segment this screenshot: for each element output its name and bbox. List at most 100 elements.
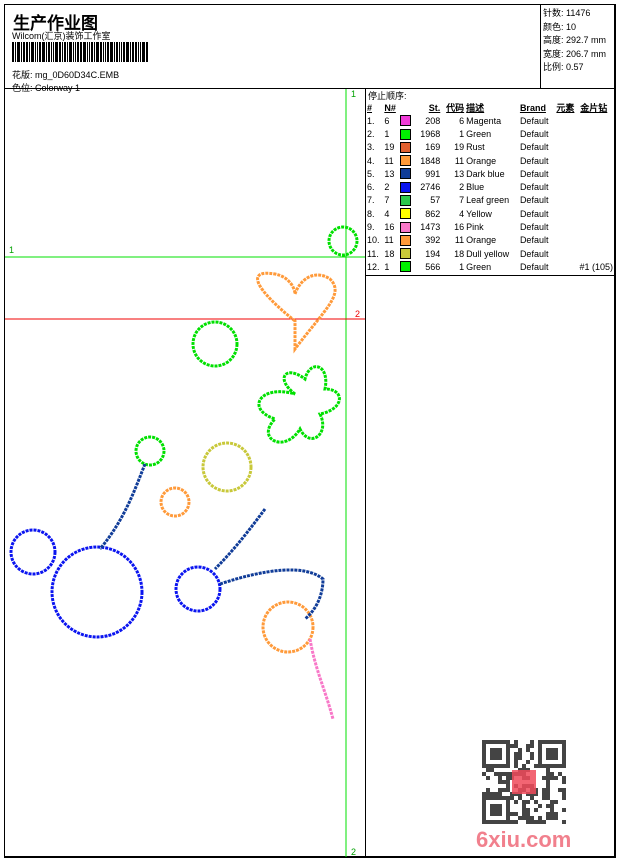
code: 11 [454, 235, 465, 246]
code: 13 [454, 168, 465, 179]
color-swatch [399, 167, 415, 180]
motif-small-circle [327, 225, 359, 257]
stop-sequence-title: 停止顺序: [368, 91, 407, 101]
header: 生产作业图 Wilcom(汇京)装饰工作室 花版: mg_0D60D34C.EM… [4, 4, 541, 93]
element-note [555, 207, 614, 220]
column-header: 金片钻 [580, 103, 608, 113]
brand: Default [519, 195, 549, 206]
stitches: 862 [425, 208, 441, 219]
color-swatch [399, 234, 415, 247]
needle: 1 [384, 128, 390, 139]
code: 19 [454, 142, 465, 153]
info-height: 高度: 292.7 mm [543, 35, 607, 45]
row-index: 6. [367, 182, 375, 193]
info-box: 针数: 11476 颜色: 10 高度: 292.7 mm 宽度: 206.7 … [540, 4, 616, 89]
row-index: 1. [367, 115, 375, 126]
code: 7 [459, 195, 465, 206]
table-row: 12. 1 566 1 Green Default #1 (105) [366, 260, 614, 273]
table-row: 7. 7 57 7 Leaf green Default [366, 194, 614, 207]
column-header [399, 101, 415, 114]
site-logo: 6xiu.com [476, 827, 572, 852]
code: 4 [459, 208, 465, 219]
brand: Default [519, 182, 549, 193]
color-swatch [399, 114, 415, 127]
row-index: 12. [367, 261, 380, 272]
company-name: Wilcom(汇京)装饰工作室 [12, 31, 111, 41]
stitches: 57 [430, 195, 441, 206]
color-swatch [399, 207, 415, 220]
table-row: 11. 18 194 18 Dull yellow Default [366, 247, 614, 260]
table-row: 9. 16 1473 16 Pink Default [366, 220, 614, 233]
element-note: #1 (105) [579, 261, 613, 272]
motif-stem [219, 568, 325, 621]
color-swatch [399, 127, 415, 140]
stitches: 1473 [420, 222, 441, 233]
brand: Default [519, 168, 549, 179]
needle: 16 [384, 222, 395, 233]
stop-sequence-panel: 停止顺序: # N# St. 代码 描述 Brand 元素 金片钻 1. 6 208 6 Magent… [365, 88, 616, 858]
column-header: 代码 [446, 103, 465, 113]
motif-blue-circle [174, 565, 222, 613]
stitches: 169 [425, 142, 441, 153]
element-note [555, 220, 614, 233]
description: Dull yellow [466, 248, 510, 259]
row-index: 10. [367, 235, 380, 246]
row-index: 3. [367, 142, 375, 153]
description: Orange [466, 155, 497, 166]
table-row: 4. 11 1848 11 Orange Default [366, 154, 614, 167]
needle: 6 [384, 115, 390, 126]
code: 16 [454, 222, 465, 233]
description: Blue [466, 182, 485, 193]
design-preview: 1 1 2 2 [4, 88, 366, 858]
element-note [555, 247, 614, 260]
motif-stem-pink [308, 638, 335, 720]
motif-blue-circle [9, 528, 57, 576]
info-colors: 颜色: 10 [543, 21, 577, 32]
element-note [555, 141, 614, 154]
description: Pink [466, 222, 484, 233]
needle: 11 [384, 155, 394, 166]
brand: Default [519, 128, 549, 139]
brand: Default [519, 248, 549, 259]
info-stitches: 针数: 11476 [543, 8, 591, 18]
column-header: 元素 [556, 103, 575, 113]
color-swatch [399, 154, 415, 167]
column-header: 描述 [466, 103, 485, 113]
guide-label: 2 [355, 309, 360, 319]
brand: Default [519, 142, 549, 153]
motif-stem [98, 463, 147, 550]
stitches: 991 [425, 168, 441, 179]
guide-label: 1 [9, 245, 14, 255]
row-index: 9. [367, 222, 375, 233]
needle: 4 [384, 208, 390, 219]
element-note [555, 114, 614, 127]
row-index: 11. [367, 248, 379, 259]
stitches: 1968 [420, 128, 441, 139]
stitches: 1848 [420, 155, 441, 166]
design-file: 花版: mg_0D60D34C.EMB [12, 68, 119, 81]
color-swatch [399, 194, 415, 207]
code: 6 [459, 115, 465, 126]
description: Orange [466, 235, 497, 246]
motif-large-blue-circle [50, 545, 144, 639]
stitches: 392 [425, 235, 441, 246]
motif-orange-circle [159, 486, 191, 518]
needle: 1 [384, 261, 390, 272]
color-swatch [399, 260, 415, 273]
code: 1 [459, 261, 465, 272]
color-table: # N# St. 代码 描述 Brand 元素 金片钻 1. 6 208 6 Magenta Defau… [366, 101, 614, 274]
table-row: 3. 19 169 19 Rust Default [366, 141, 614, 154]
brand: Default [519, 208, 549, 219]
needle: 7 [384, 195, 390, 206]
table-row: 5. 13 991 13 Dark blue Default [366, 167, 614, 180]
table-row: 10. 11 392 11 Orange Default [366, 234, 614, 247]
design-label: 花版: [12, 70, 33, 80]
element-note [555, 194, 614, 207]
description: Green [466, 261, 492, 272]
needle: 2 [384, 182, 390, 193]
motif-heart [256, 271, 337, 354]
info-scale: 比例: 0.57 [543, 62, 584, 72]
motif-circle [134, 435, 166, 467]
element-note [555, 167, 614, 180]
row-index: 5. [367, 168, 375, 179]
